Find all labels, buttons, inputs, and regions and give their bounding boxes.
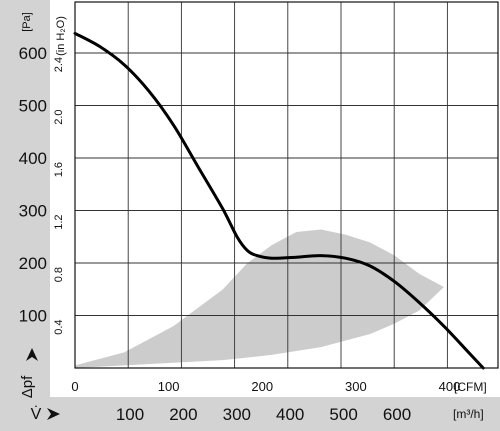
y-tick-label-pa: 600 xyxy=(19,44,47,63)
y-unit-pa: [Pa] xyxy=(21,12,33,32)
x-tick-label-m3h: 400 xyxy=(276,405,304,424)
x-tick-label-cfm: 300 xyxy=(345,379,367,394)
x-unit-cfm: [CFM] xyxy=(454,380,487,394)
grid xyxy=(75,2,498,368)
y-tick-label-inh2o: 1.6 xyxy=(53,162,65,177)
y-tick-label-inh2o: 0.8 xyxy=(53,267,65,282)
y-tick-label-pa: 100 xyxy=(19,307,47,326)
y-tick-label-inh2o: 2.0 xyxy=(53,110,65,125)
left-gray-band xyxy=(0,0,50,431)
y-tick-label-inh2o: 0.4 xyxy=(53,320,65,335)
x-unit-m3h: [m³/h] xyxy=(453,407,484,421)
operating-area xyxy=(75,229,444,368)
x-tick-label-m3h: 500 xyxy=(329,405,357,424)
x-tick-label-cfm: 200 xyxy=(251,379,273,394)
x-tick-label-cfm: 100 xyxy=(158,379,180,394)
x-tick-label-m3h: 600 xyxy=(383,405,411,424)
plot-frame xyxy=(74,1,499,369)
x-tick-label-m3h: 200 xyxy=(169,405,197,424)
y-tick-label-inh2o: 2.4 xyxy=(53,57,65,72)
curve xyxy=(73,31,485,370)
y-unit-inh2o: (in H₂O) xyxy=(55,16,67,56)
y-tick-label-pa: 500 xyxy=(19,97,47,116)
x-tick-label-m3h: 300 xyxy=(223,405,251,424)
x-tick-label-cfm: 400 xyxy=(439,379,461,394)
x-tick-label-m3h: 100 xyxy=(116,405,144,424)
y-tick-label-pa: 200 xyxy=(19,254,47,273)
bottom-gray-band xyxy=(0,397,500,431)
operating-area-shape xyxy=(75,229,444,368)
y-axis-arrow-icon xyxy=(26,348,38,361)
y-tick-label-pa: 300 xyxy=(19,202,47,221)
y-axis-title: Δpf xyxy=(19,375,36,398)
y-tick-label-inh2o: 1.2 xyxy=(53,215,65,230)
x-axis-arrow-icon xyxy=(47,408,60,420)
x-tick-label-cfm: 0 xyxy=(71,379,78,394)
labels: 1002003004005006000.40.81.21.62.02.4[Pa]… xyxy=(19,12,487,424)
y-tick-label-pa: 400 xyxy=(19,149,47,168)
pressure-curve-line xyxy=(73,31,485,370)
x-axis-title: V̇ xyxy=(31,405,42,423)
